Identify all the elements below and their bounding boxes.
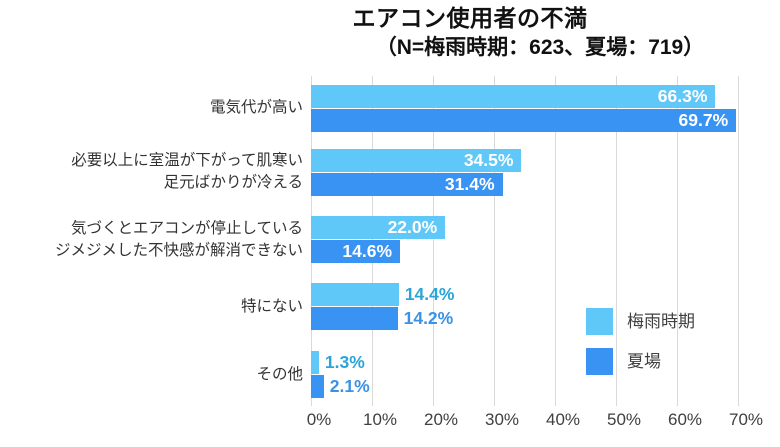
value-label: 14.2% <box>403 308 454 328</box>
category-label: 電気代が高い <box>209 99 303 116</box>
gridline <box>555 76 556 406</box>
gridline <box>433 76 434 406</box>
value-label: 66.3% <box>657 85 708 106</box>
value-label: 14.4% <box>404 284 455 304</box>
gridline <box>616 76 617 406</box>
gridline <box>494 76 495 406</box>
bar <box>311 307 398 330</box>
value-label: 69.7% <box>678 109 729 130</box>
bar: 69.7% <box>311 108 737 132</box>
bar <box>311 283 399 306</box>
chart-subtitle: （N=梅雨時期：623、夏場：719） <box>375 36 705 59</box>
bar: 14.6% <box>311 240 401 263</box>
x-axis: 0% 10% 20% 30% 40% 50% 60% 70% <box>0 408 780 436</box>
value-label: 34.5% <box>463 149 514 170</box>
bar: 34.5% <box>311 148 522 172</box>
value-label: 22.0% <box>387 217 438 237</box>
gridline <box>738 76 739 406</box>
plot-area: 66.3% 34.5% 22.0% 14.4% 1.3% 69.7% 31.4% 14.6% 1… <box>311 76 739 406</box>
chart-title: エアコン使用者の不満 <box>352 5 588 31</box>
x-axis-tick-label: 70% <box>728 410 764 429</box>
x-axis-tick-label: 40% <box>545 410 581 429</box>
value-label: 2.1% <box>329 376 370 396</box>
value-label: 14.6% <box>342 241 393 261</box>
legend-swatch-rainy-season <box>586 308 613 335</box>
x-axis-tick-label: 10% <box>362 410 398 429</box>
category-label: 必要以上に室温が下がって肌寒い 足元ばかりが冷える <box>71 152 303 191</box>
legend-label-summer: 夏場 <box>627 352 661 371</box>
category-label: 気づくとエアコンが停止している ジメジメした不快感が解消できない <box>54 219 303 259</box>
category-label: 特にない <box>240 297 303 315</box>
legend-swatch-summer <box>586 348 613 375</box>
x-axis-tick-label: 20% <box>423 410 459 429</box>
bar: 31.4% <box>311 172 503 196</box>
bar: 22.0% <box>311 216 446 239</box>
value-label: 31.4% <box>444 173 495 194</box>
category-label: その他 <box>256 365 303 383</box>
legend-label-rainy-season: 梅雨時期 <box>627 312 695 331</box>
gridline <box>677 76 678 406</box>
x-axis-tick-label: 50% <box>606 410 642 429</box>
y-axis-category-labels: 電気代が高い必要以上に室温が下がって肌寒い 足元ばかりが冷える気づくとエアコンが停… <box>0 0 303 447</box>
value-label: 1.3% <box>324 352 365 372</box>
x-axis-tick-label: 30% <box>484 410 520 429</box>
bar <box>311 351 319 374</box>
x-axis-tick-label: 60% <box>667 410 703 429</box>
bar: 66.3% <box>311 84 716 108</box>
x-axis-tick-label: 0% <box>306 410 332 429</box>
bar <box>311 375 324 398</box>
